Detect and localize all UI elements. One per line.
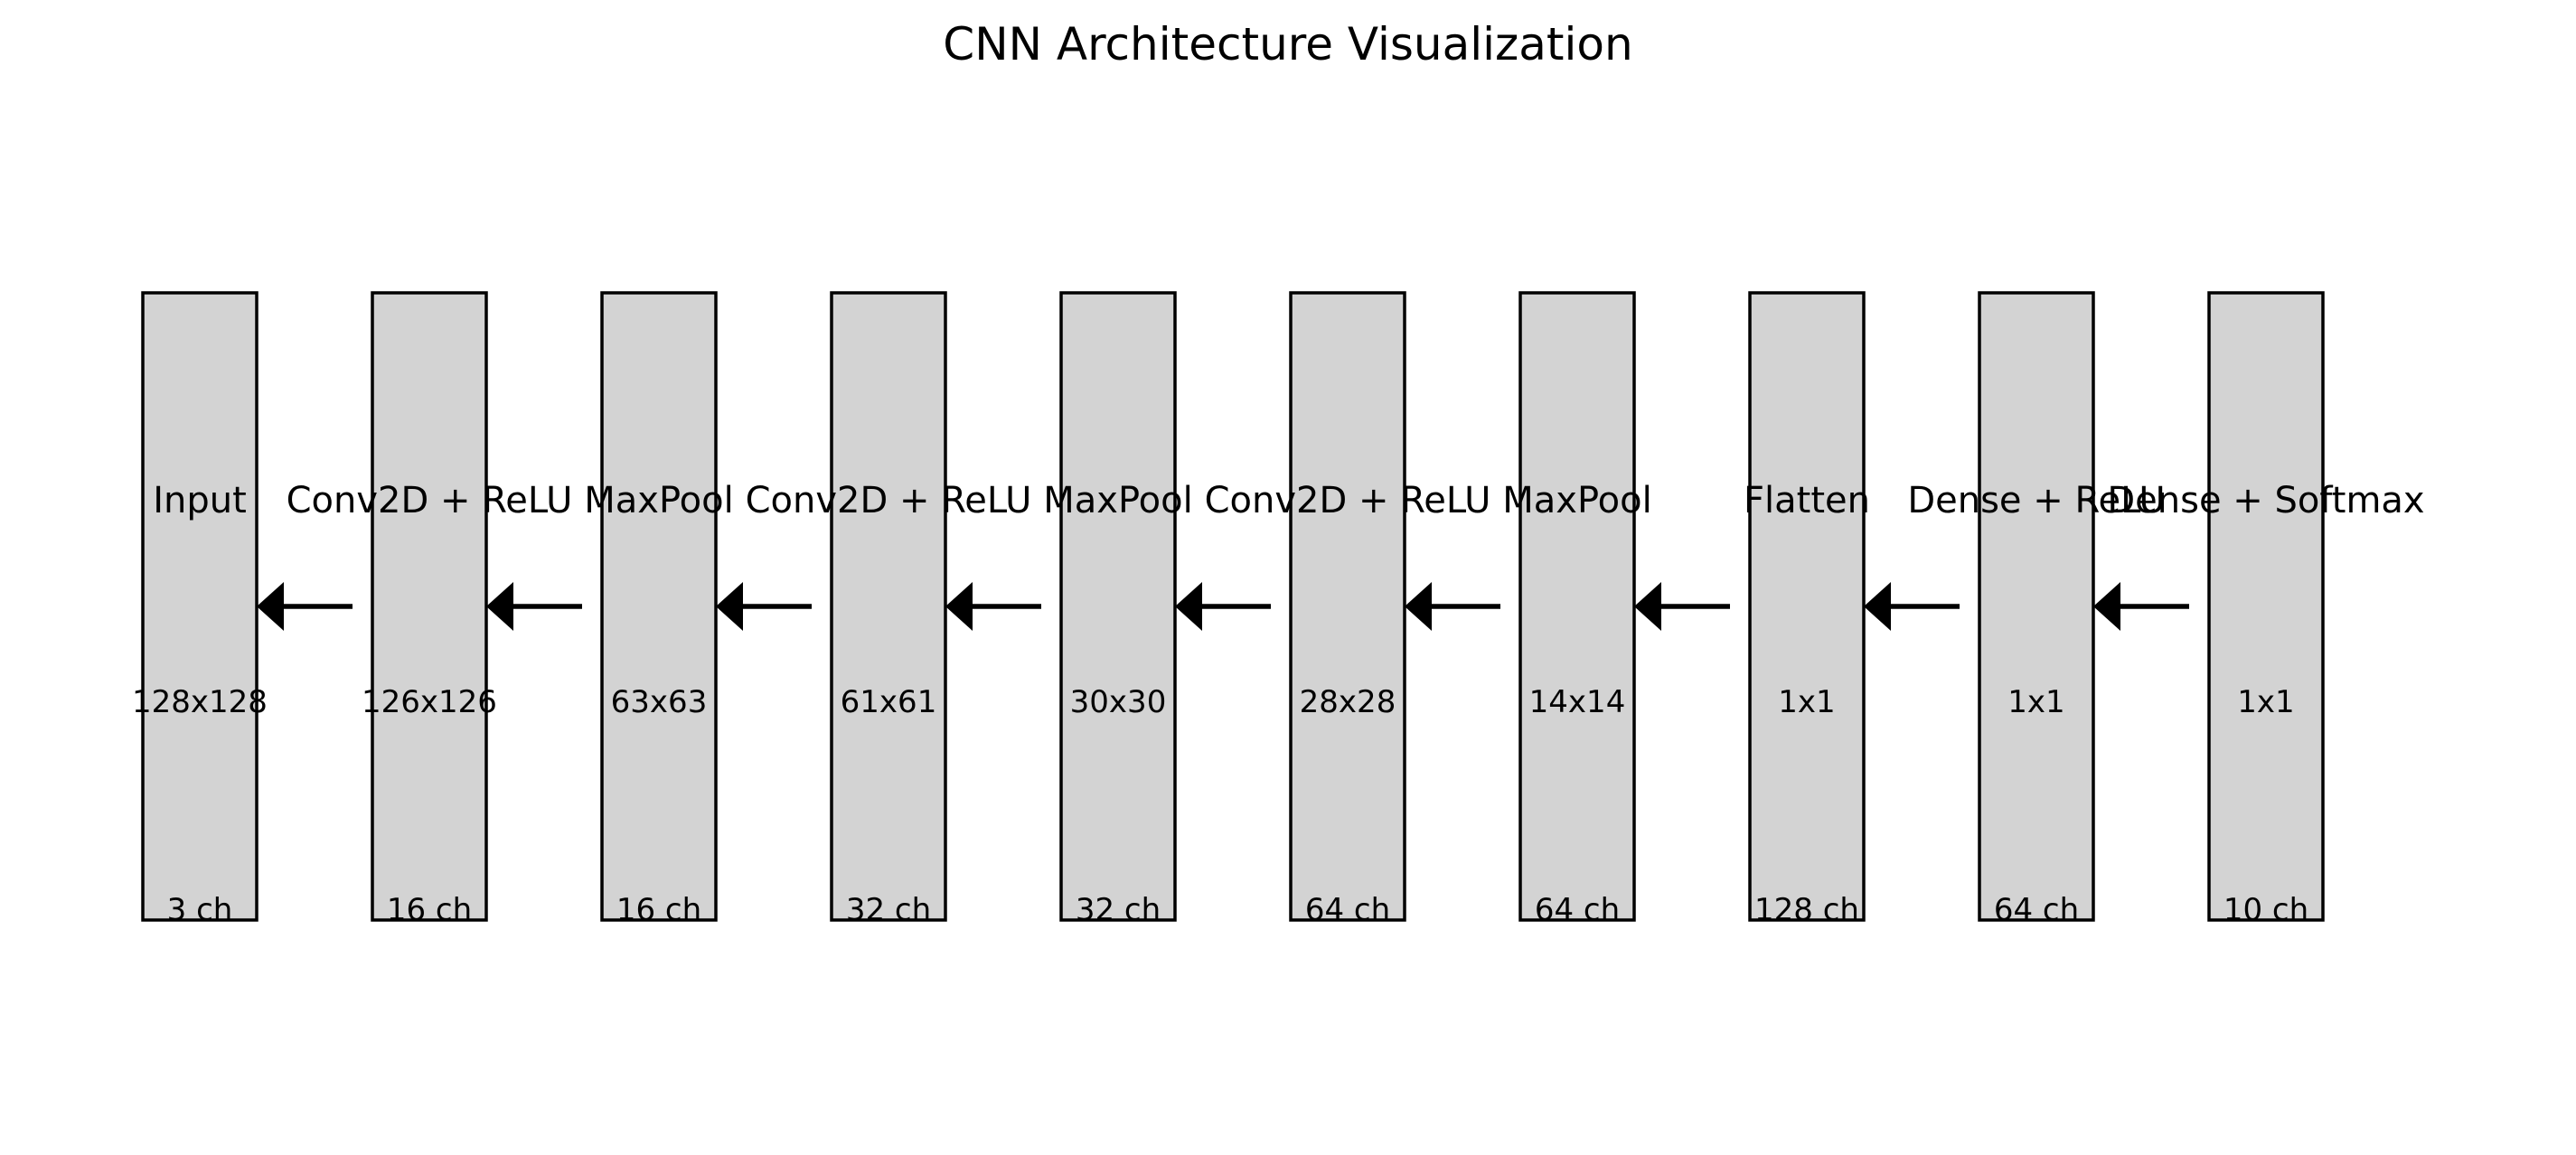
layer-box <box>1059 291 1177 922</box>
layer-block: Dense + ReLU 1x1 64 ch <box>1907 291 2166 928</box>
left-arrow-icon <box>1175 582 1271 631</box>
layer-name-label: Conv2D + ReLU <box>287 480 573 521</box>
layer-box <box>1289 291 1406 922</box>
left-arrow-icon <box>945 582 1041 631</box>
layer-size-label: 63x63 <box>611 684 708 720</box>
left-arrow-icon <box>1634 582 1730 631</box>
layer-channels-label: 10 ch <box>2223 892 2308 928</box>
layer-name-label: Conv2D + ReLU <box>746 480 1032 521</box>
layer-channels-label: 64 ch <box>1535 892 1620 928</box>
layer-size-label: 30x30 <box>1070 684 1167 720</box>
layer-size-label: 14x14 <box>1529 684 1626 720</box>
layer-box <box>1518 291 1636 922</box>
layer-block: Flatten 1x1 128 ch <box>1744 291 1870 928</box>
layer-box <box>371 291 488 922</box>
arrow-head <box>257 582 284 631</box>
layer-size-label: 1x1 <box>1778 684 1835 720</box>
layer-channels-label: 16 ch <box>387 892 472 928</box>
diagram-title: CNN Architecture Visualization <box>943 18 1632 70</box>
layer-channels-label: 32 ch <box>846 892 931 928</box>
layer-channels-label: 64 ch <box>1994 892 2079 928</box>
arrow-head <box>1405 582 1432 631</box>
layer-block: Conv2D + ReLU 28x28 64 ch <box>1205 291 1491 928</box>
arrow-head <box>716 582 743 631</box>
layer-block: MaxPool 14x14 64 ch <box>1502 291 1652 928</box>
arrow-head <box>1175 582 1202 631</box>
layer-block: MaxPool 30x30 32 ch <box>1043 291 1193 928</box>
layer-size-label: 126x126 <box>362 684 497 720</box>
left-arrow-icon <box>1864 582 1960 631</box>
layer-block: Conv2D + ReLU 126x126 16 ch <box>287 291 573 928</box>
arrow-head <box>1864 582 1891 631</box>
layer-size-label: 128x128 <box>132 684 268 720</box>
layer-box <box>1978 291 2095 922</box>
layer-size-label: 61x61 <box>841 684 937 720</box>
layer-size-label: 1x1 <box>2007 684 2064 720</box>
layer-channels-label: 16 ch <box>616 892 701 928</box>
arrow-group <box>257 582 2189 631</box>
layer-box <box>1748 291 1866 922</box>
layer-box <box>830 291 947 922</box>
layer-name-label: Input <box>153 480 247 521</box>
left-arrow-icon <box>257 582 353 631</box>
arrow-head <box>2093 582 2120 631</box>
layer-block: Conv2D + ReLU 61x61 32 ch <box>746 291 1032 928</box>
layer-block: MaxPool 63x63 16 ch <box>584 291 734 928</box>
layer-name-label: Flatten <box>1744 480 1870 521</box>
layer-group: Input 128x128 3 ch Conv2D + ReLU 126x126 16 c… <box>132 291 2425 928</box>
layer-name-label: Dense + ReLU <box>1907 480 2165 521</box>
layer-name-label: Conv2D + ReLU <box>1205 480 1491 521</box>
layer-size-label: 28x28 <box>1300 684 1396 720</box>
layer-name-label: MaxPool <box>584 480 733 521</box>
layer-channels-label: 64 ch <box>1305 892 1390 928</box>
layer-name-label: MaxPool <box>1043 480 1192 521</box>
layer-name-label: MaxPool <box>1502 480 1651 521</box>
layer-size-label: 1x1 <box>2237 684 2294 720</box>
layer-name-label: Dense + Softmax <box>2107 480 2424 521</box>
layer-channels-label: 32 ch <box>1076 892 1161 928</box>
arrow-head <box>486 582 513 631</box>
left-arrow-icon <box>716 582 812 631</box>
arrow-head <box>1634 582 1661 631</box>
arrow-head <box>945 582 973 631</box>
layer-box <box>2207 291 2325 922</box>
layer-box <box>600 291 718 922</box>
left-arrow-icon <box>2093 582 2189 631</box>
layer-channels-label: 128 ch <box>1754 892 1859 928</box>
layer-channels-label: 3 ch <box>167 892 233 928</box>
left-arrow-icon <box>486 582 582 631</box>
layer-block: Input 128x128 3 ch <box>132 291 268 928</box>
left-arrow-icon <box>1405 582 1500 631</box>
layer-block: Dense + Softmax 1x1 10 ch <box>2107 291 2425 928</box>
layer-box <box>141 291 259 922</box>
